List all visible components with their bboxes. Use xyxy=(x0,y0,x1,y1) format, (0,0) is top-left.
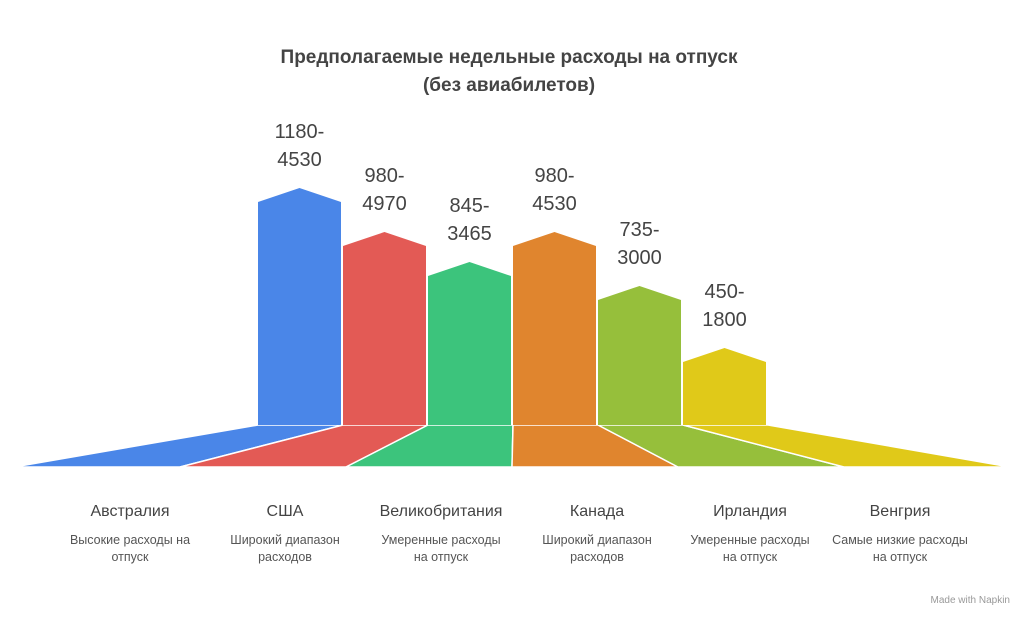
item-description: Широкий диапазон расходов xyxy=(230,533,340,564)
item-name: Австралия xyxy=(90,503,170,520)
item-description: Умеренные расходы на отпуск xyxy=(381,533,501,564)
bar xyxy=(513,232,596,425)
range-label: 845-3465 xyxy=(447,195,492,245)
item-name: Венгрия xyxy=(869,503,931,520)
item-description: Самые низкие расходы на отпуск xyxy=(832,533,968,564)
bar xyxy=(428,262,511,425)
range-label: 980-4970 xyxy=(362,165,407,215)
bar xyxy=(598,286,681,425)
range-label: 980-4530 xyxy=(532,165,577,215)
item-description: Высокие расходы на отпуск xyxy=(69,533,191,564)
range-label: 450-1800 xyxy=(702,281,747,331)
footer: Made with Napkin xyxy=(930,595,1010,606)
item-name: США xyxy=(266,503,304,520)
item-description: Умеренные расходы на отпуск xyxy=(690,533,810,564)
item-name: Канада xyxy=(569,503,625,520)
item-name: Ирландия xyxy=(713,503,787,520)
item-description: Широкий диапазон расходов xyxy=(542,533,652,564)
bar xyxy=(258,188,341,425)
range-label: 735-3000 xyxy=(617,219,662,269)
range-label: 1180-4530 xyxy=(274,121,325,171)
item-name: Великобритания xyxy=(379,503,503,520)
title: Предполагаемые недельные расходы на отпу… xyxy=(280,47,738,96)
bar xyxy=(683,348,766,425)
bar xyxy=(343,232,426,425)
